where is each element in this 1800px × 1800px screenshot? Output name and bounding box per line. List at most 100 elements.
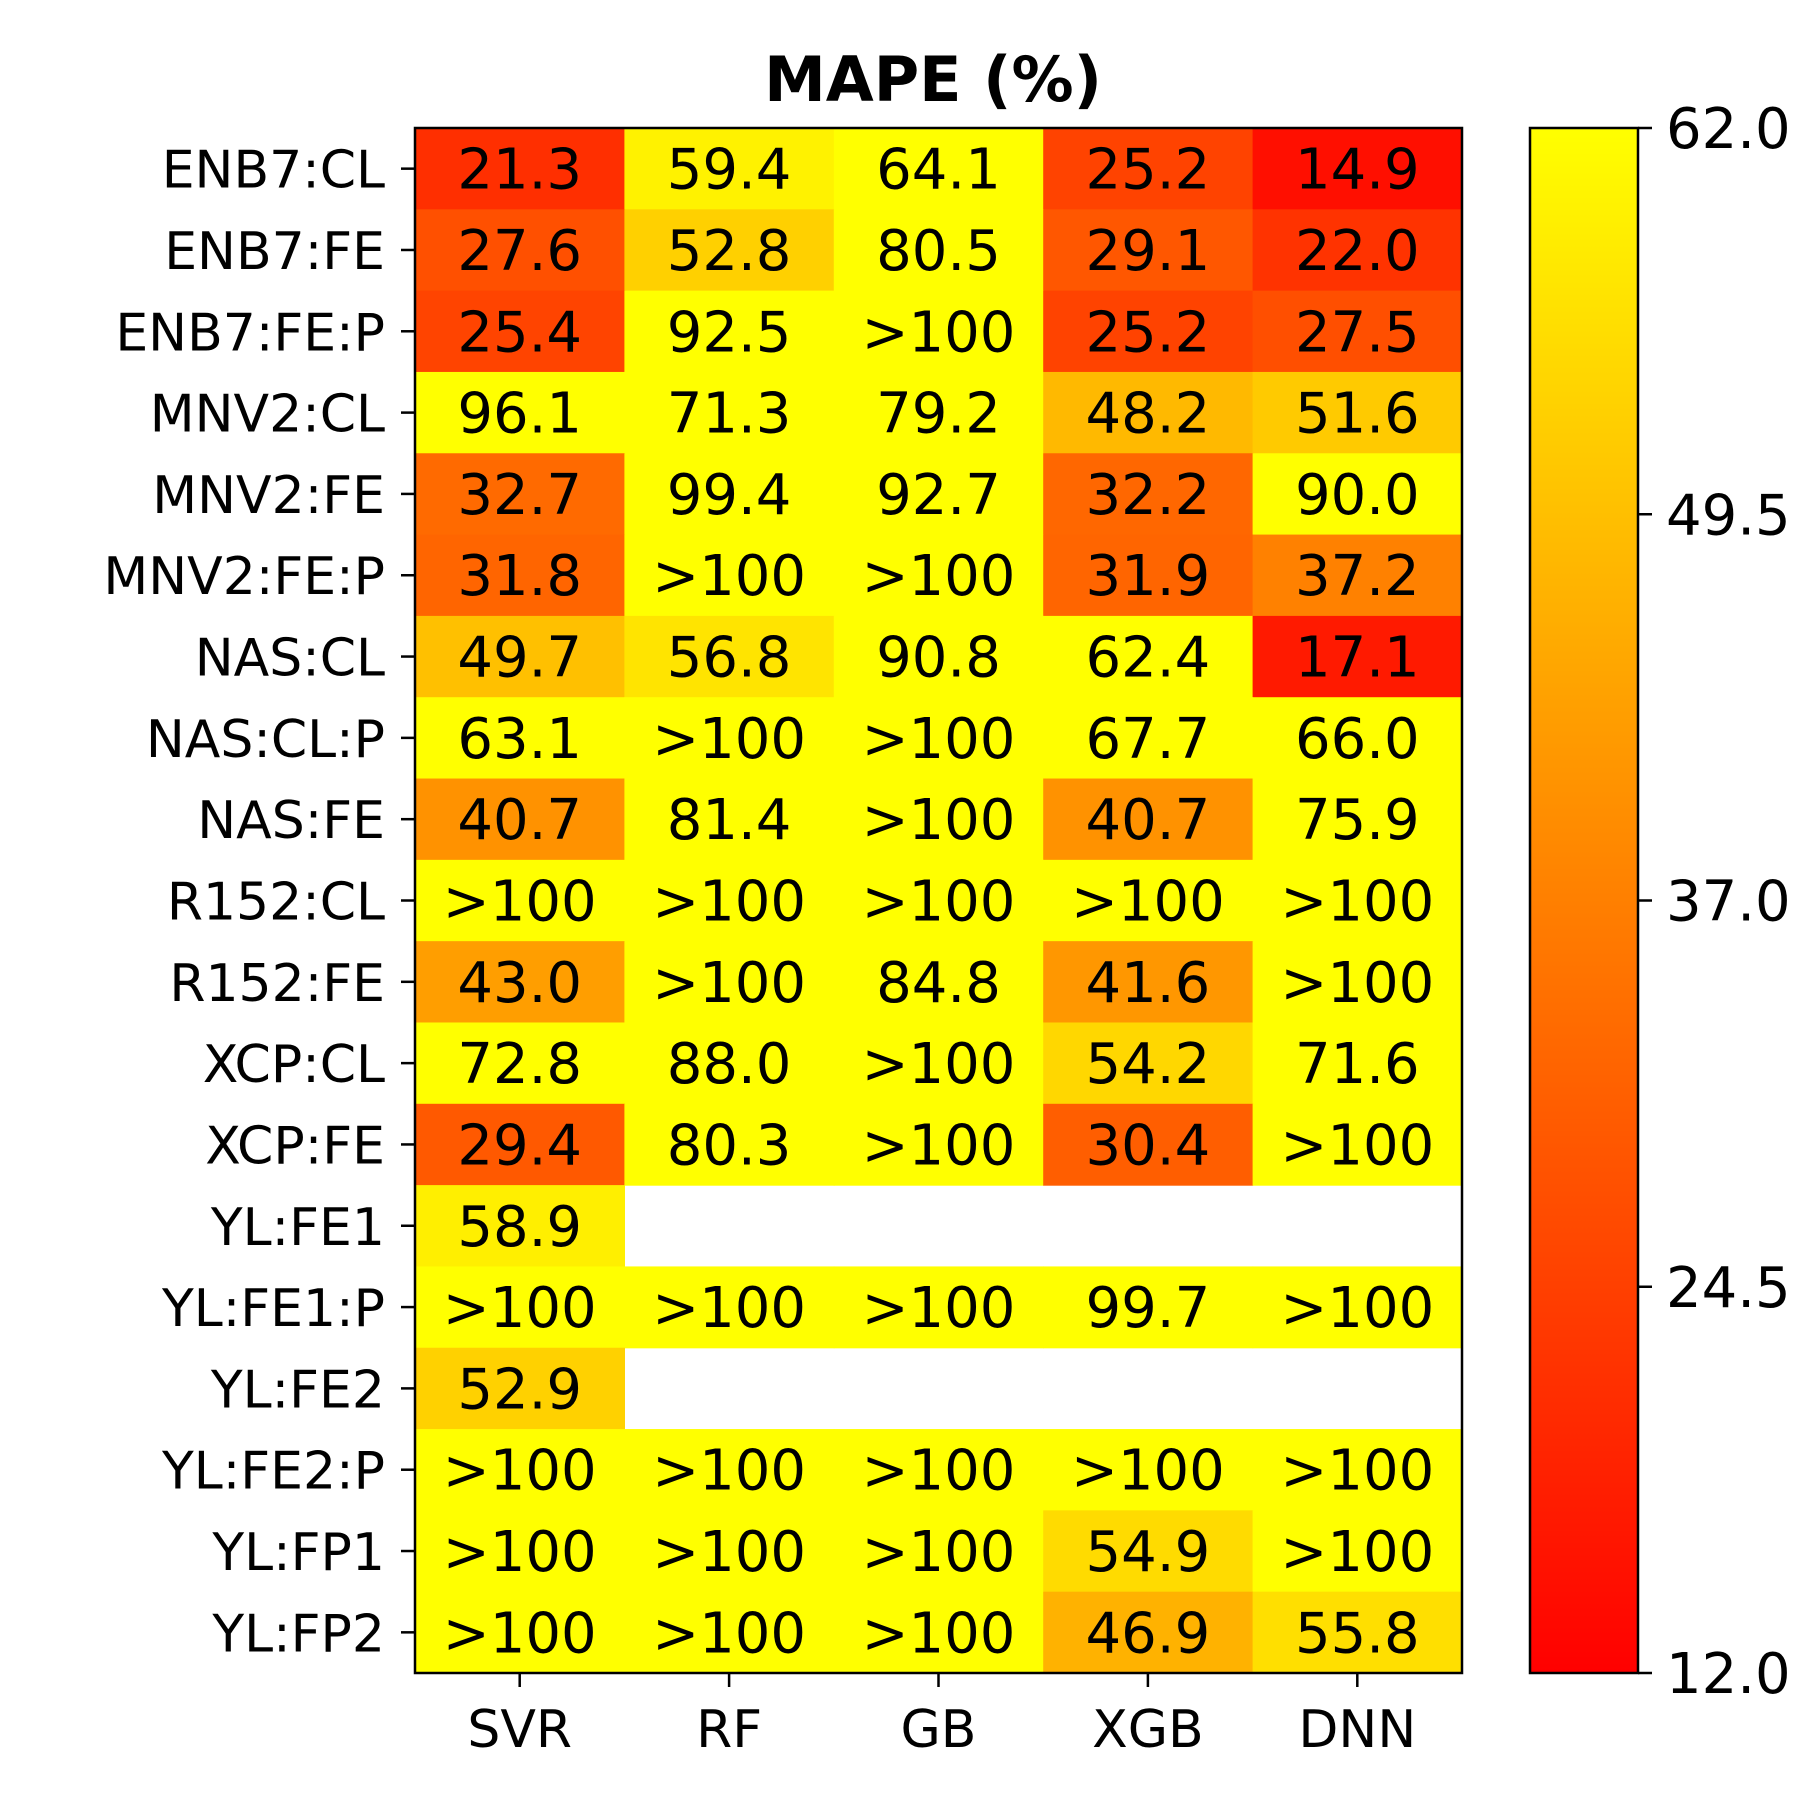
cell-value-label: >100 — [652, 707, 806, 772]
heatmap-cell — [415, 290, 625, 373]
heatmap-cell — [833, 1591, 1044, 1674]
heatmap-cell — [624, 453, 835, 536]
heatmap-cell — [624, 209, 835, 292]
cell-value-label: >100 — [652, 1601, 806, 1666]
heatmap-cell — [1252, 615, 1463, 698]
cell-value-label: 92.7 — [876, 463, 1001, 528]
heatmap-cell — [415, 778, 625, 861]
cell-value-label: 56.8 — [667, 626, 792, 691]
cell-value-label: 40.7 — [1086, 788, 1211, 853]
heatmap-cell — [833, 615, 1044, 698]
cell-value-label: 80.5 — [876, 219, 1001, 284]
heatmap-cell — [833, 453, 1044, 536]
heatmap-cell — [1043, 778, 1254, 861]
cell-value-label: 90.0 — [1295, 463, 1420, 528]
cell-value-label: >100 — [652, 544, 806, 609]
cell-value-label: 52.8 — [667, 219, 792, 284]
cell-value-label: >100 — [1280, 1276, 1434, 1341]
heatmap-cell — [1252, 290, 1463, 373]
cell-value-label: >100 — [443, 1439, 597, 1504]
y-tick-label: XCP:CL — [203, 1035, 385, 1095]
cell-value-label: >100 — [652, 1520, 806, 1585]
heatmap-cell — [415, 941, 625, 1024]
cell-value-label: >100 — [862, 1601, 1016, 1666]
y-tick-label: YL:FE2 — [210, 1360, 385, 1420]
heatmap-cell — [415, 453, 625, 536]
heatmap-cell — [1043, 1022, 1254, 1105]
cell-value-label: >100 — [1071, 1439, 1225, 1504]
heatmap-cell — [624, 615, 835, 698]
heatmap-cell — [1043, 128, 1254, 210]
cell-value-label: 25.2 — [1086, 138, 1211, 203]
y-tick-label: NAS:FE — [197, 791, 385, 851]
colorbar-tick-label: 49.5 — [1666, 483, 1791, 548]
heatmap-cell — [1252, 1103, 1463, 1186]
cell-value-label: >100 — [652, 951, 806, 1016]
y-tick-label: ENB7:CL — [162, 141, 385, 201]
heatmap-cell — [1252, 371, 1463, 454]
heatmap-cell — [833, 534, 1044, 617]
cell-value-label: 71.6 — [1295, 1032, 1420, 1097]
cell-value-label: >100 — [443, 1276, 597, 1341]
heatmap-cell — [1043, 209, 1254, 292]
cell-value-label: 48.2 — [1086, 382, 1211, 447]
heatmap-cell — [415, 1022, 625, 1105]
heatmap-cell — [624, 1510, 835, 1593]
cell-value-label: >100 — [862, 1276, 1016, 1341]
cell-value-label: 37.2 — [1295, 544, 1420, 609]
heatmap-cell — [1252, 859, 1463, 942]
cell-value-label: 55.8 — [1295, 1601, 1420, 1666]
cell-value-label: 21.3 — [457, 138, 582, 203]
cell-value-label: 46.9 — [1086, 1601, 1211, 1666]
heatmap-cell — [1252, 209, 1463, 292]
cell-value-label: >100 — [862, 300, 1016, 365]
heatmap-cell — [1252, 1266, 1463, 1349]
heatmap-cell — [833, 1266, 1044, 1349]
cell-value-label: >100 — [862, 544, 1016, 609]
cell-value-label: 62.4 — [1086, 626, 1211, 691]
heatmap-cell — [1252, 1510, 1463, 1593]
heatmap-cell — [1043, 1266, 1254, 1349]
heatmap-cell — [624, 697, 835, 780]
y-axis-ticks: ENB7:CL ENB7:FE ENB7:FE:P MNV2:CL MNV2:FE MNV… — [103, 141, 415, 1664]
cell-value-label: >100 — [443, 1520, 597, 1585]
heatmap-cell — [833, 859, 1044, 942]
cell-value-label: 80.3 — [667, 1113, 792, 1178]
heatmap-cell — [1043, 615, 1254, 698]
heatmap-cell — [624, 941, 835, 1024]
x-tick-label: XGB — [1092, 1700, 1204, 1760]
heatmap-cell-labels: 21.3 59.4 64.1 25.2 14.9 27.6 52.8 80.5 29.1 22.0… — [443, 138, 1434, 1667]
heatmap-cell — [1043, 290, 1254, 373]
cell-value-label: 54.9 — [1086, 1520, 1211, 1585]
cell-value-label: >100 — [1071, 870, 1225, 935]
y-tick-label: ENB7:FE:P — [115, 303, 385, 363]
heatmap-cell — [415, 534, 625, 617]
cell-value-label: 29.1 — [1086, 219, 1211, 284]
cell-value-label: 22.0 — [1295, 219, 1420, 284]
cell-value-label: 72.8 — [457, 1032, 582, 1097]
heatmap-cell — [833, 1022, 1044, 1105]
cell-value-label: 99.7 — [1086, 1276, 1211, 1341]
heatmap-cell — [1043, 697, 1254, 780]
heatmap-cell — [833, 1429, 1044, 1511]
cell-value-label: >100 — [652, 870, 806, 935]
y-tick-label: MNV2:FE — [152, 466, 385, 526]
x-axis-ticks: SVR RF GB XGB DNN — [467, 1673, 1416, 1760]
cell-value-label: 27.5 — [1295, 300, 1420, 365]
heatmap-cell — [415, 697, 625, 780]
heatmap-cell — [624, 534, 835, 617]
heatmap-cell — [415, 1510, 625, 1593]
y-tick-label: MNV2:CL — [150, 385, 385, 445]
heatmap-cell — [624, 1103, 835, 1186]
heatmap-cell — [1043, 453, 1254, 536]
y-tick-label: NAS:CL:P — [146, 710, 385, 770]
heatmap-cell — [1043, 1510, 1254, 1593]
cell-value-label: 25.4 — [457, 300, 582, 365]
cell-value-label: 92.5 — [667, 300, 792, 365]
cell-value-label: 90.8 — [876, 626, 1001, 691]
cell-value-label: >100 — [862, 1113, 1016, 1178]
heatmap-cell — [415, 1591, 625, 1674]
heatmap-cell — [415, 371, 625, 454]
colorbar-tick-label: 12.0 — [1666, 1642, 1791, 1707]
cell-value-label: 88.0 — [667, 1032, 792, 1097]
